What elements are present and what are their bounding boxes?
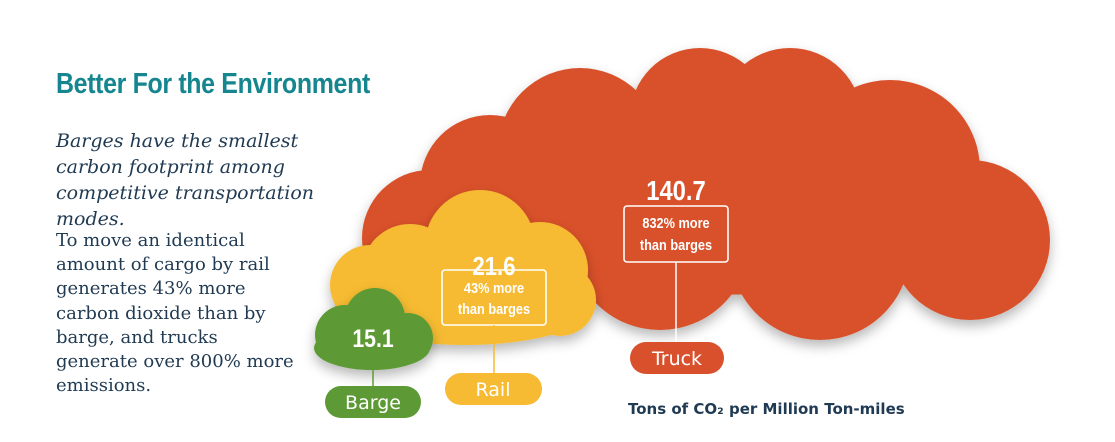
rail-pct-line2: than barges: [458, 300, 530, 317]
rail-label: Rail: [476, 379, 511, 401]
truck-value: 140.7: [646, 174, 706, 206]
truck-pct-line2: than barges: [640, 236, 712, 253]
truck-label-group: 140.7 832% more than barges: [623, 174, 729, 342]
barge-value: 15.1: [352, 324, 393, 352]
chart-caption: Tons of CO₂ per Million Ton-miles: [628, 400, 905, 418]
subtitle: Barges have the smallest carbon footprin…: [56, 130, 315, 230]
barge-label: Barge: [345, 392, 401, 414]
barge-label-group: 15.1: [352, 324, 394, 388]
body-paragraph: To move an identical amount of cargo by …: [56, 230, 294, 397]
rail-pct-line1: 43% more: [464, 279, 524, 296]
truck-pct-line1: 832% more: [642, 214, 710, 231]
rail-pill: Rail: [445, 373, 542, 405]
truck-pill: Truck: [630, 342, 724, 374]
rail-value: 21.6: [473, 252, 516, 281]
barge-cloud: [314, 288, 433, 370]
barge-pill: Barge: [325, 386, 421, 418]
truck-label: Truck: [651, 348, 702, 370]
rail-label-group: 21.6 43% more than barges: [441, 252, 547, 373]
page-title: Better For the Environment: [56, 68, 370, 100]
